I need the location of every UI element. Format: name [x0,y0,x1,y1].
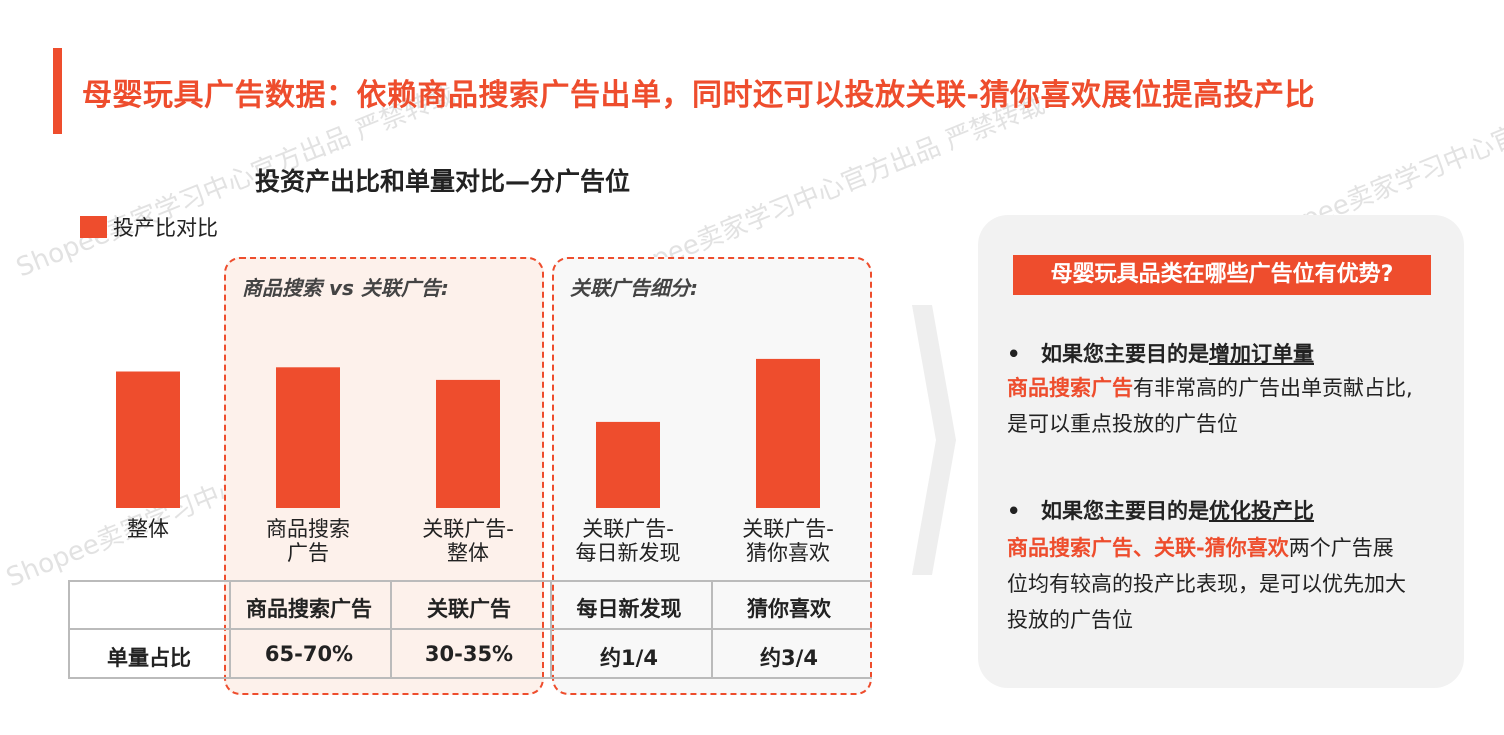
table-row-label: 单量占比 [107,646,191,670]
bullet-text-orders: 商品搜索广告有非常高的广告出单贡献占比, 是可以重点投放的广告位 [1007,376,1413,436]
table-divider [390,580,392,678]
bar [756,358,820,508]
panel-title: 母婴玩具品类在哪些广告位有优势? [1013,255,1431,295]
category-label: 商品搜索 广告 [266,517,350,565]
table-header: 每日新发现 [576,597,682,621]
group-label-related-breakdown: 关联广告细分: [570,276,698,300]
bar [276,367,340,508]
legend-label: 投产比对比 [113,216,218,240]
category-label: 关联广告- 整体 [422,517,514,565]
title-accent-bar [53,48,62,134]
chart-title: 投资产出比和单量对比—分广告位 [255,167,631,196]
table-cell: 约1/4 [600,646,658,670]
table-cell: 65-70% [264,642,354,666]
table-divider [711,580,713,678]
table-header: 关联广告 [427,597,511,621]
table-border-bottom [68,677,872,679]
category-label: 整体 [127,517,169,541]
category-label: 关联广告- 猜你喜欢 [742,517,834,565]
table-divider [550,580,552,678]
bar [596,421,660,508]
table-header: 猜你喜欢 [747,597,831,621]
bar [116,371,180,508]
table-border-left [68,580,70,678]
table-border-middle [68,628,872,630]
legend-swatch [80,216,107,238]
table-cell: 约3/4 [760,646,818,670]
page-title: 母婴玩具广告数据：依赖商品搜索广告出单，同时还可以投放关联-猜你喜欢展位提高投产… [82,78,1315,113]
bullet-icon: • [1007,499,1021,523]
bullet-icon: • [1007,342,1021,366]
table-border-top [68,580,872,582]
chart-legend: 投产比对比 [80,212,218,242]
bullet-heading-roi: • 如果您主要目的是优化投产比 [1007,499,1314,523]
chevron-right-icon [912,305,956,575]
group-label-search-vs-related: 商品搜索 vs 关联广告: [242,276,449,300]
bar [436,379,500,508]
category-label: 关联广告- 每日新发现 [575,517,681,565]
table-cell: 30-35% [424,642,514,666]
table-header: 商品搜索广告 [246,597,372,621]
table-divider [229,580,231,678]
bullet-text-roi: 商品搜索广告、关联-猜你喜欢两个广告展 位均有较高的投产比表现，是可以优先加大 … [1007,536,1406,632]
bullet-heading-orders: • 如果您主要目的是增加订单量 [1007,342,1314,366]
